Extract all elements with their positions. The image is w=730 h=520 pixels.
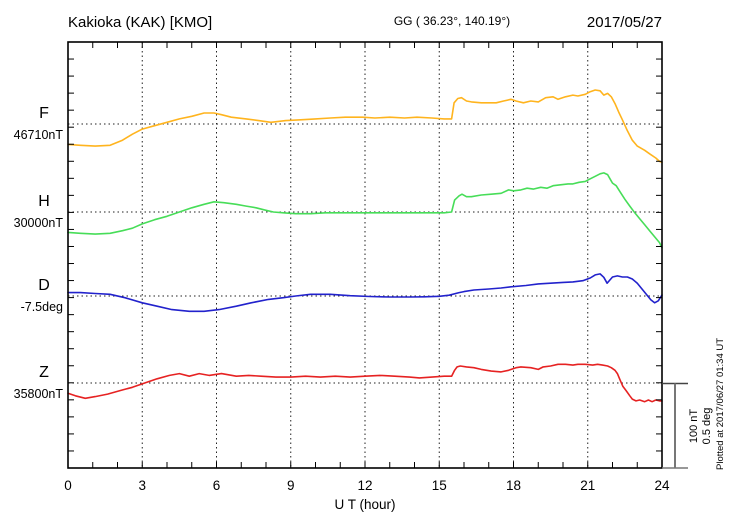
series-Z-baseline-label: 35800nT xyxy=(14,387,64,401)
series-H-baseline-label: 30000nT xyxy=(14,216,64,230)
curves-layer xyxy=(67,89,663,403)
grid-layer xyxy=(68,42,662,468)
series-D-curve xyxy=(67,273,663,313)
station-title: Kakioka (KAK) [KMO] xyxy=(68,14,212,31)
series-F-curve xyxy=(67,89,663,164)
x-tick-label-15: 15 xyxy=(432,478,447,493)
scale-bar-deg-label: 0.5 deg xyxy=(701,408,713,445)
plot-date: 2017/05/27 xyxy=(587,14,662,31)
series-Z-label: Z xyxy=(39,364,49,381)
x-tick-label-3: 3 xyxy=(138,478,146,493)
x-tick-label-0: 0 xyxy=(64,478,72,493)
series-F-baseline-label: 46710nT xyxy=(14,128,64,142)
scale-bar: 100 nT 0.5 deg xyxy=(662,382,713,469)
scale-bar-nt-label: 100 nT xyxy=(688,409,700,444)
x-axis-title: U T (hour) xyxy=(334,497,395,512)
series-D-baseline-label: -7.5deg xyxy=(21,300,63,314)
series-H-label: H xyxy=(38,193,50,210)
x-tick-label-21: 21 xyxy=(580,478,595,493)
frame-layer xyxy=(67,41,663,469)
x-tick-label-12: 12 xyxy=(357,478,372,493)
series-Z-curve xyxy=(67,363,663,403)
axis-labels-layer: 0 3 6 9 12 15 18 21 24 F 46710nT H 30000nT D -7.5deg Z 3… xyxy=(14,105,670,493)
series-H-curve xyxy=(67,172,663,249)
x-tick-label-18: 18 xyxy=(506,478,521,493)
x-tick-label-9: 9 xyxy=(287,478,295,493)
x-tick-label-24: 24 xyxy=(654,478,670,493)
plotted-at-note: Plotted at 2017/06/27 01:34 UT xyxy=(715,338,726,470)
x-tick-label-6: 6 xyxy=(213,478,221,493)
series-D-label: D xyxy=(38,277,50,294)
series-F-label: F xyxy=(39,105,49,122)
geographic-coordinates: GG ( 36.23°, 140.19°) xyxy=(394,14,510,28)
